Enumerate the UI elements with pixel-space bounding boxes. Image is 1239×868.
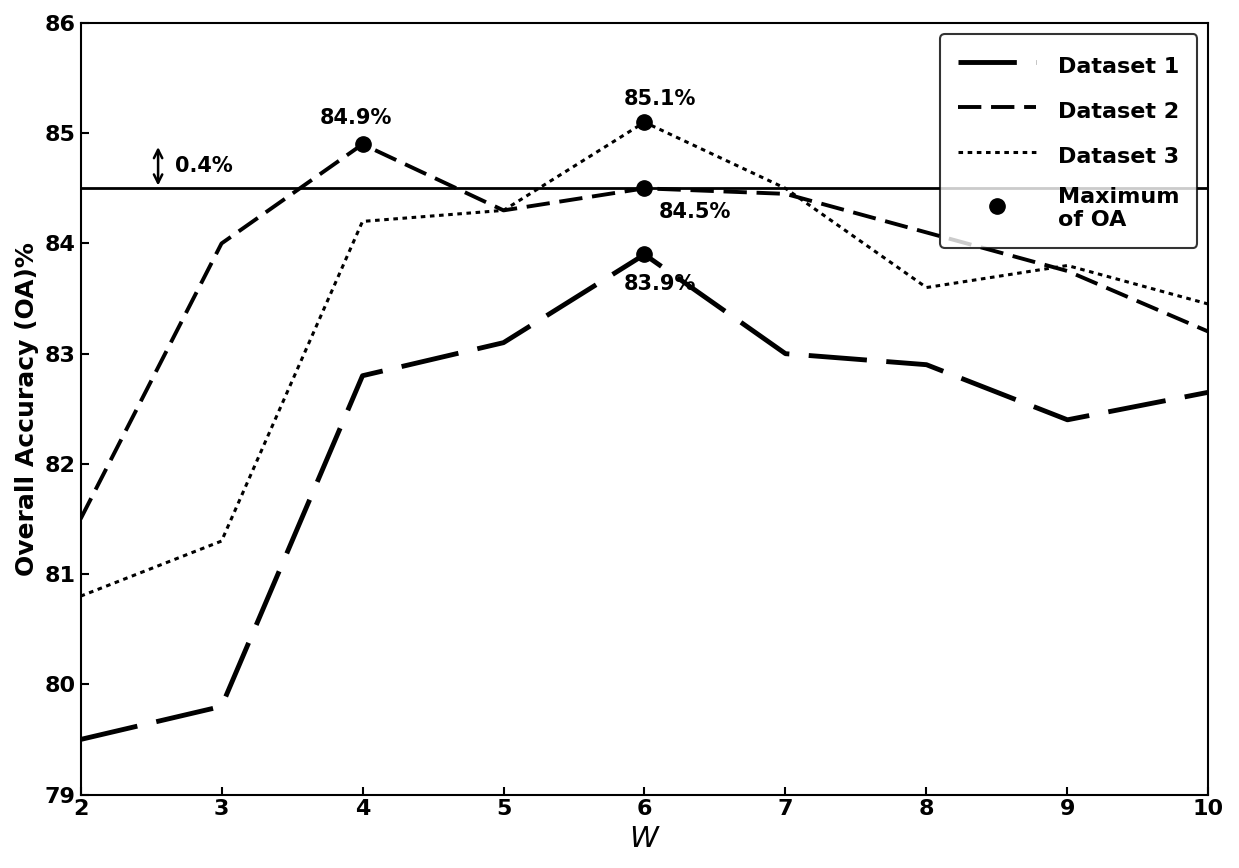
Legend: Dataset 1, Dataset 2, Dataset 3, Maximum
of OA: Dataset 1, Dataset 2, Dataset 3, Maximum… bbox=[940, 34, 1197, 247]
Text: 84.9%: 84.9% bbox=[320, 108, 393, 128]
Text: 85.1%: 85.1% bbox=[623, 89, 696, 109]
Dataset 3 bbox=[496, 205, 510, 215]
Dataset 1 bbox=[637, 249, 652, 260]
Dataset 3 bbox=[214, 536, 229, 546]
Text: 83.9%: 83.9% bbox=[623, 274, 696, 294]
Dataset 2 bbox=[1061, 266, 1075, 276]
Y-axis label: Overall Accuracy (OA)%: Overall Accuracy (OA)% bbox=[15, 242, 38, 575]
Dataset 2 bbox=[778, 188, 793, 199]
Line: Dataset 3: Dataset 3 bbox=[81, 122, 1208, 596]
Dataset 2 bbox=[1201, 326, 1215, 337]
Dataset 2 bbox=[919, 227, 934, 238]
Dataset 3 bbox=[919, 282, 934, 293]
Dataset 2 bbox=[637, 183, 652, 194]
Dataset 3 bbox=[637, 117, 652, 128]
Dataset 1 bbox=[778, 348, 793, 358]
Dataset 1 bbox=[214, 701, 229, 712]
Dataset 3 bbox=[1201, 299, 1215, 309]
Dataset 1 bbox=[1201, 387, 1215, 398]
Dataset 3 bbox=[356, 216, 370, 227]
Dataset 3 bbox=[778, 183, 793, 194]
Line: Dataset 2: Dataset 2 bbox=[81, 144, 1208, 519]
Dataset 2 bbox=[214, 238, 229, 248]
Line: Dataset 1: Dataset 1 bbox=[81, 254, 1208, 740]
X-axis label: $W$: $W$ bbox=[628, 825, 660, 853]
Dataset 1 bbox=[356, 371, 370, 381]
Dataset 1 bbox=[919, 359, 934, 370]
Dataset 1 bbox=[496, 338, 510, 348]
Dataset 2 bbox=[73, 514, 88, 524]
Dataset 2 bbox=[356, 139, 370, 149]
Dataset 3 bbox=[73, 591, 88, 602]
Dataset 2 bbox=[496, 205, 510, 215]
Dataset 1 bbox=[73, 734, 88, 745]
Text: 0.4%: 0.4% bbox=[175, 156, 233, 176]
Dataset 1 bbox=[1061, 415, 1075, 425]
Dataset 3 bbox=[1061, 260, 1075, 271]
Text: 84.5%: 84.5% bbox=[659, 201, 731, 221]
